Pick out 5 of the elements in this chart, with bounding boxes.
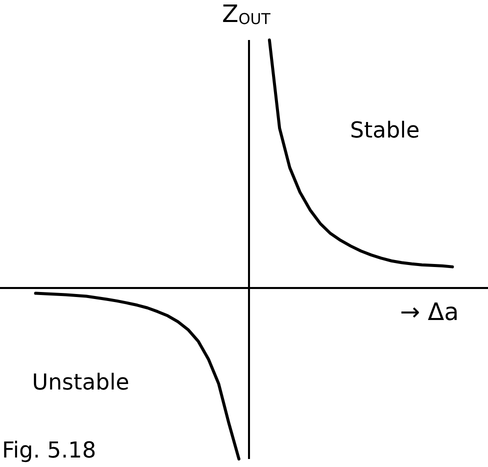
annotation: Fig. 5.18 xyxy=(2,438,96,464)
x-axis-title: → Δa xyxy=(400,298,459,326)
annotation: Stable xyxy=(350,118,420,144)
y-axis-title: ZOUT xyxy=(222,0,272,28)
annotation: Unstable xyxy=(32,370,130,396)
